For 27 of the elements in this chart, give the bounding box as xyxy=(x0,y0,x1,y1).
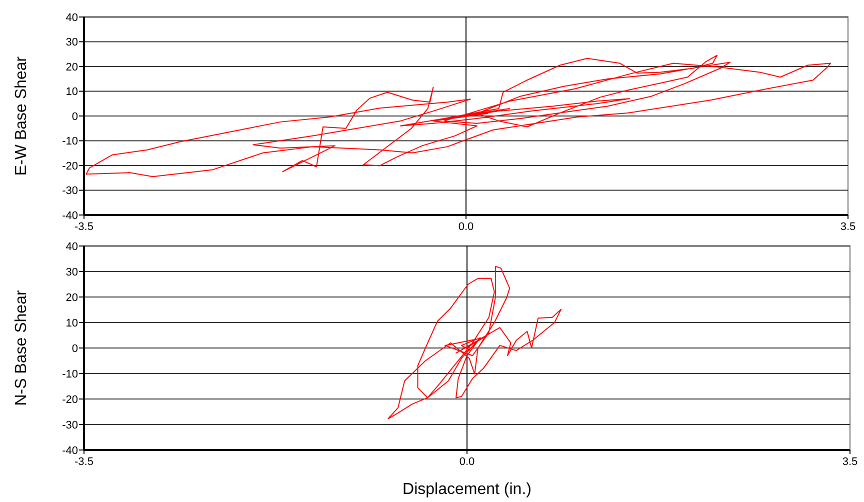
x-tick-label: 0.0 xyxy=(459,456,475,468)
x-axis-title: Displacement (in.) xyxy=(402,481,532,498)
y-tick-label: -10 xyxy=(62,368,78,380)
y-axis-title: N-S Base Shear xyxy=(13,290,30,406)
y-tick-label: -40 xyxy=(62,210,78,222)
y-tick-label: 10 xyxy=(66,86,78,98)
y-tick-label: -30 xyxy=(62,185,78,198)
y-tick-label: -10 xyxy=(62,136,78,148)
y-tick-label: 0 xyxy=(72,110,78,123)
y-tick-label: 10 xyxy=(66,317,78,330)
y-tick-label: -30 xyxy=(62,419,78,432)
y-tick-label: 0 xyxy=(72,342,78,355)
y-tick-label: -20 xyxy=(62,394,78,406)
y-tick-label: -40 xyxy=(62,444,78,457)
x-tick-label: -3.5 xyxy=(74,221,94,233)
y-tick-label: 30 xyxy=(66,36,78,49)
y-tick-label: 30 xyxy=(66,266,78,278)
x-tick-label: 0.0 xyxy=(458,221,474,233)
y-tick-label: 20 xyxy=(66,61,78,74)
y-tick-label: 20 xyxy=(66,292,78,304)
x-tick-label: 3.5 xyxy=(840,221,856,233)
y-axis-title: E-W Base Shear xyxy=(13,56,30,176)
x-tick-label: 3.5 xyxy=(842,456,858,468)
y-tick-label: 40 xyxy=(66,12,78,24)
x-tick-label: -3.5 xyxy=(74,456,94,468)
y-tick-label: -20 xyxy=(62,160,78,172)
y-tick-label: 40 xyxy=(66,240,78,253)
